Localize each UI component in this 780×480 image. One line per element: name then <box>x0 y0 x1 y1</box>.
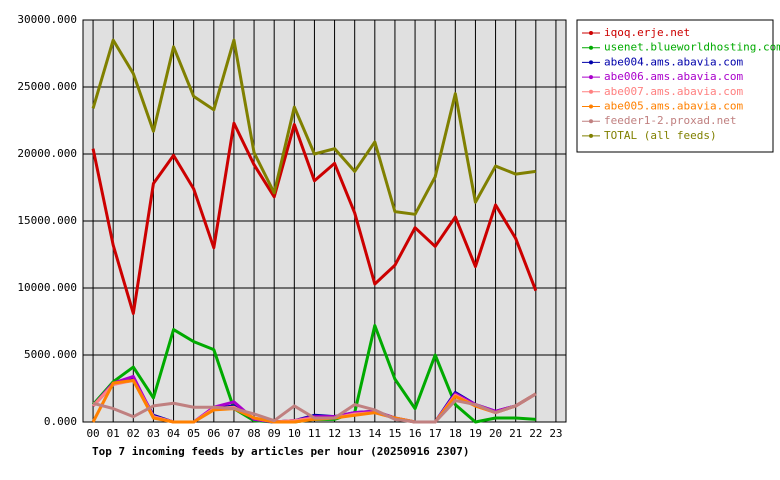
x-tick-label: 08 <box>247 427 260 440</box>
x-tick-label: 04 <box>167 427 181 440</box>
y-tick-label: 5000.000 <box>24 348 77 361</box>
x-tick-label: 19 <box>469 427 482 440</box>
legend-marker <box>589 60 593 65</box>
legend-label: abe004.ams.abavia.com <box>604 55 743 68</box>
legend-marker <box>589 104 593 109</box>
legend-marker <box>589 119 593 124</box>
x-tick-label: 00 <box>86 427 99 440</box>
x-tick-label: 01 <box>107 427 120 440</box>
legend-box <box>576 19 774 153</box>
series-line <box>91 38 537 216</box>
series-line <box>91 121 538 315</box>
x-tick-label: 12 <box>328 427 341 440</box>
series-line <box>92 392 537 424</box>
y-tick-label: 0.000 <box>44 415 77 428</box>
legend-label: abe005.ams.abavia.com <box>604 100 743 113</box>
y-tick-label: 25000.000 <box>17 80 77 93</box>
x-tick-label: 21 <box>509 427 522 440</box>
x-tick-label: 10 <box>288 427 301 440</box>
x-tick-label: 02 <box>127 427 140 440</box>
legend-label: TOTAL (all feeds) <box>604 129 717 142</box>
x-tick-label: 22 <box>529 427 542 440</box>
y-tick-label: 30000.000 <box>17 13 77 26</box>
legend-label: usenet.blueworldhosting.com <box>604 41 780 54</box>
legend-label: abe006.ams.abavia.com <box>604 70 743 83</box>
x-tick-label: 06 <box>207 427 220 440</box>
x-tick-label: 16 <box>408 427 421 440</box>
legend-marker <box>589 89 593 94</box>
x-tick-label: 15 <box>388 427 401 440</box>
x-tick-label: 18 <box>449 427 462 440</box>
y-tick-label: 10000.000 <box>17 281 77 294</box>
legend-label: abe007.ams.abavia.com <box>604 85 743 98</box>
x-tick-label: 09 <box>268 427 281 440</box>
x-tick-label: 17 <box>429 427 442 440</box>
x-tick-label: 13 <box>348 427 361 440</box>
legend-marker <box>589 31 593 35</box>
y-tick-label: 20000.000 <box>17 147 77 160</box>
legend-label: feeder1-2.proxad.net <box>604 114 736 127</box>
x-tick-label: 23 <box>549 427 562 440</box>
x-tick-label: 14 <box>368 427 382 440</box>
legend-marker <box>589 75 593 80</box>
chart-title: Top 7 incoming feeds by articles per hou… <box>92 445 470 458</box>
x-tick-label: 20 <box>489 427 502 440</box>
x-tick-label: 11 <box>308 427 321 440</box>
y-tick-label: 15000.000 <box>17 214 77 227</box>
legend-marker <box>589 45 593 50</box>
legend-label: iqoq.erje.net <box>604 26 690 39</box>
legend-marker <box>589 133 593 138</box>
x-tick-label: 07 <box>227 427 240 440</box>
x-tick-label: 03 <box>147 427 160 440</box>
x-tick-label: 05 <box>187 427 200 440</box>
